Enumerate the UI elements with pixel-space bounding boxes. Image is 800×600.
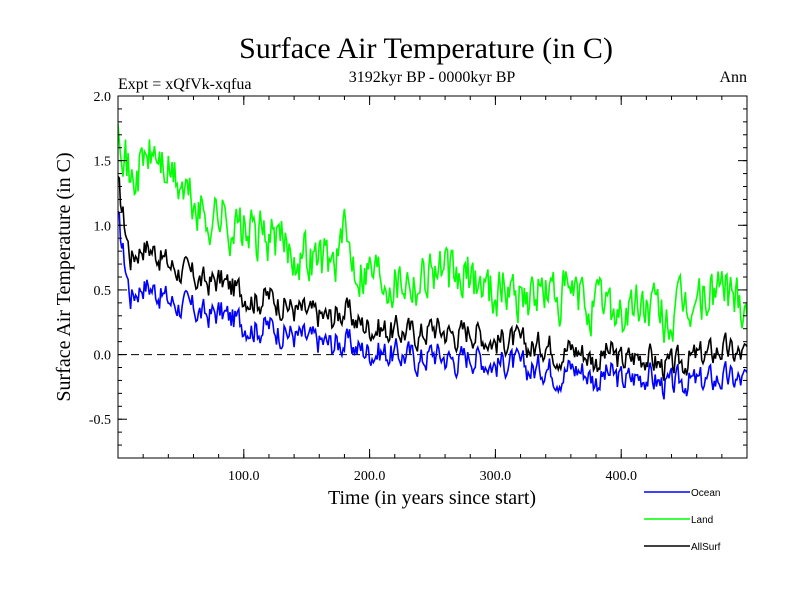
y-tick-label: 1.0	[94, 219, 112, 234]
legend-label-land: Land	[691, 515, 713, 526]
x-tick-label: 200.0	[354, 469, 386, 484]
y-axis: -0.5 0.0 0.5 1.0 1.5 2.0	[89, 90, 747, 446]
x-axis: 100.0 200.0 300.0 400.0	[117, 96, 748, 484]
x-tick-label: 400.0	[605, 469, 637, 484]
y-tick-label: 2.0	[94, 90, 112, 105]
season-label: Ann	[719, 69, 747, 86]
y-axis-label: Surface Air Temperature (in C)	[53, 152, 75, 401]
y-tick-label: 0.5	[94, 284, 112, 299]
y-tick-label: -0.5	[89, 413, 111, 428]
series-line-land	[118, 123, 747, 343]
chart-title: Surface Air Temperature (in C)	[239, 32, 613, 65]
y-tick-label: 0.0	[94, 349, 112, 364]
legend-label-allsurf: AllSurf	[691, 542, 721, 553]
x-axis-label: Time (in years since start)	[328, 487, 536, 509]
experiment-label: Expt = xQfVk-xqfua	[118, 76, 251, 93]
series-line-ocean	[118, 210, 747, 400]
y-tick-label: 1.5	[94, 155, 112, 170]
series-layer	[118, 123, 747, 400]
period-label: 3192kyr BP - 0000kyr BP	[349, 69, 516, 86]
legend: Ocean Land AllSurf	[644, 488, 721, 553]
legend-label-ocean: Ocean	[691, 488, 720, 499]
x-tick-label: 300.0	[480, 469, 512, 484]
x-tick-label: 100.0	[228, 469, 260, 484]
series-line-allsurf	[118, 175, 747, 381]
